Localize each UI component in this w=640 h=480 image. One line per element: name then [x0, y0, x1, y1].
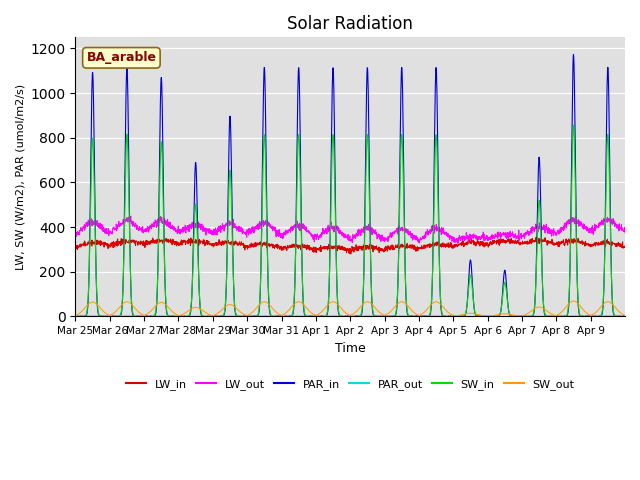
LW_in — [614, 242, 621, 248]
LW_out — [245, 225, 253, 231]
PAR_out — [621, 313, 629, 319]
PAR_in — [72, 313, 79, 319]
LW_out — [454, 240, 462, 246]
Line: SW_out: SW_out — [76, 301, 625, 316]
SW_in — [621, 313, 629, 319]
PAR_out — [383, 313, 391, 319]
Line: LW_out: LW_out — [76, 216, 625, 243]
LW_in — [245, 245, 253, 251]
LW_in — [516, 239, 524, 245]
LW_out — [127, 218, 134, 224]
SW_out — [127, 300, 134, 306]
PAR_in — [547, 313, 555, 319]
PAR_out — [570, 313, 577, 319]
PAR_out — [547, 313, 554, 319]
Line: SW_in: SW_in — [76, 125, 625, 316]
PAR_in — [516, 313, 524, 319]
LW_in — [72, 245, 79, 251]
PAR_out — [614, 313, 621, 319]
SW_in — [570, 122, 577, 128]
LW_in — [532, 234, 540, 240]
LW_out — [547, 230, 555, 236]
SW_out — [72, 312, 79, 318]
SW_in — [614, 313, 621, 319]
LW_out — [516, 235, 524, 240]
PAR_out — [127, 313, 134, 319]
SW_in — [484, 313, 492, 319]
PAR_out — [72, 313, 79, 319]
LW_out — [621, 230, 629, 236]
PAR_in — [621, 313, 629, 319]
Y-axis label: LW, SW (W/m2), PAR (umol/m2/s): LW, SW (W/m2), PAR (umol/m2/s) — [15, 84, 25, 270]
PAR_in — [383, 313, 391, 319]
SW_out — [245, 312, 253, 318]
LW_in — [547, 239, 555, 244]
SW_out — [516, 313, 524, 319]
LW_out — [614, 222, 621, 228]
PAR_in — [484, 313, 492, 319]
SW_in — [547, 313, 555, 319]
Text: BA_arable: BA_arable — [86, 51, 156, 64]
Line: PAR_in: PAR_in — [76, 54, 625, 316]
LW_in — [383, 248, 391, 254]
PAR_out — [516, 313, 524, 319]
LW_in — [621, 244, 629, 250]
LW_out — [72, 230, 79, 236]
Line: LW_in: LW_in — [76, 237, 625, 254]
SW_out — [547, 311, 554, 316]
SW_out — [614, 307, 621, 312]
SW_out — [570, 298, 577, 304]
SW_in — [516, 313, 524, 319]
SW_in — [383, 313, 391, 319]
PAR_in — [245, 313, 253, 319]
PAR_out — [245, 313, 253, 319]
SW_out — [383, 312, 391, 317]
Legend: LW_in, LW_out, PAR_in, PAR_out, SW_in, SW_out: LW_in, LW_out, PAR_in, PAR_out, SW_in, S… — [122, 375, 579, 395]
Title: Solar Radiation: Solar Radiation — [287, 15, 413, 33]
SW_in — [245, 313, 253, 319]
LW_in — [347, 251, 355, 257]
SW_out — [621, 313, 629, 319]
LW_out — [383, 238, 391, 243]
LW_in — [127, 239, 134, 245]
SW_in — [127, 264, 134, 270]
PAR_in — [127, 263, 134, 268]
X-axis label: Time: Time — [335, 342, 365, 355]
PAR_in — [614, 313, 621, 319]
SW_in — [72, 313, 79, 319]
PAR_in — [570, 51, 577, 57]
LW_out — [127, 213, 134, 219]
